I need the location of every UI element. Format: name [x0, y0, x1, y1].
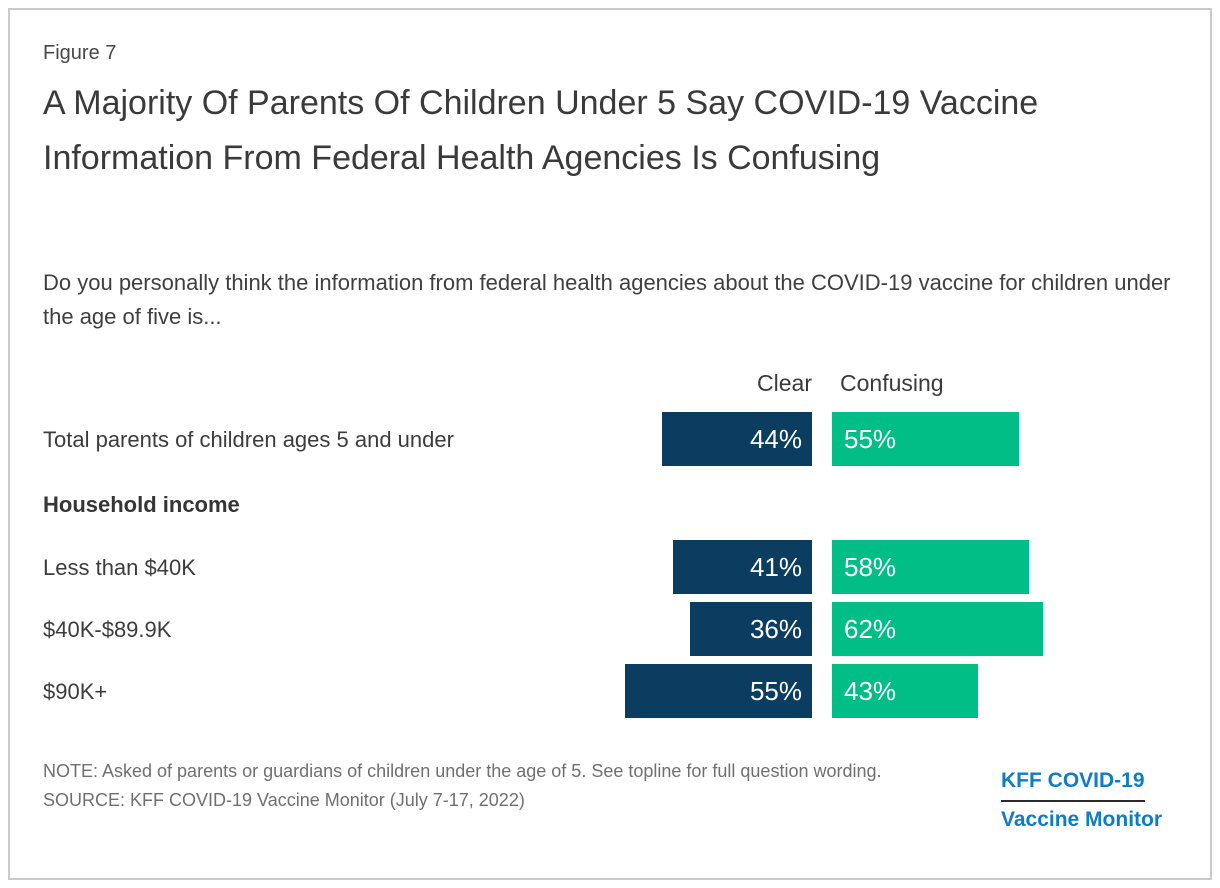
figure-card: Figure 7 A Majority Of Parents Of Childr… — [8, 8, 1212, 880]
note-text: NOTE: Asked of parents or guardians of c… — [43, 761, 882, 781]
row-label: $90K+ — [43, 678, 108, 704]
figure-label: Figure 7 — [43, 42, 117, 64]
clear-bar: 36% — [690, 602, 812, 656]
column-header-clear: Clear — [757, 370, 812, 396]
kff-vaccine-monitor-logo[interactable]: KFF COVID-19 Vaccine Monitor — [1001, 768, 1191, 833]
bar-chart: Clear Confusing Household income Total pare… — [10, 10, 1210, 878]
bar-value-label: 43% — [844, 676, 897, 706]
bar-value-label: 58% — [844, 552, 897, 582]
chart-title: A Majority Of Parents Of Children Under … — [43, 84, 1039, 177]
bar-value-label: 41% — [749, 552, 802, 582]
chart-subtitle: Do you personally think the information … — [43, 270, 1171, 329]
chart-row: Total parents of children ages 5 and und… — [43, 412, 1183, 466]
bar-value-label: 55% — [749, 676, 802, 706]
confusing-bar: 43% — [832, 664, 978, 718]
chart-row: $40K-$89.9K 36% 62% — [43, 602, 1183, 656]
row-label: Less than $40K — [43, 554, 196, 580]
row-label: Total parents of children ages 5 and und… — [43, 426, 454, 452]
bar-value-label: 55% — [844, 424, 897, 454]
row-label: $40K-$89.9K — [43, 616, 172, 642]
bar-value-label: 36% — [749, 614, 802, 644]
chart-row: Less than $40K 41% 58% — [43, 540, 1183, 594]
clear-bar: 41% — [673, 540, 812, 594]
confusing-bar: 55% — [832, 412, 1019, 466]
chart-row: $90K+ 55% 43% — [43, 664, 1183, 718]
bar-value-label: 44% — [749, 424, 802, 454]
bar-value-label: 62% — [844, 614, 897, 644]
source-text: SOURCE: KFF COVID-19 Vaccine Monitor (Ju… — [43, 790, 525, 810]
clear-bar: 44% — [662, 412, 812, 466]
logo-line-2: Vaccine Monitor — [1001, 808, 1163, 831]
clear-bar: 55% — [625, 664, 812, 718]
footnote: NOTE: Asked of parents or guardians of c… — [43, 757, 923, 815]
logo-line-1: KFF COVID-19 — [1001, 768, 1145, 802]
confusing-bar: 62% — [832, 602, 1043, 656]
section-header: Household income — [43, 492, 240, 517]
column-header-confusing: Confusing — [840, 370, 944, 396]
confusing-bar: 58% — [832, 540, 1029, 594]
